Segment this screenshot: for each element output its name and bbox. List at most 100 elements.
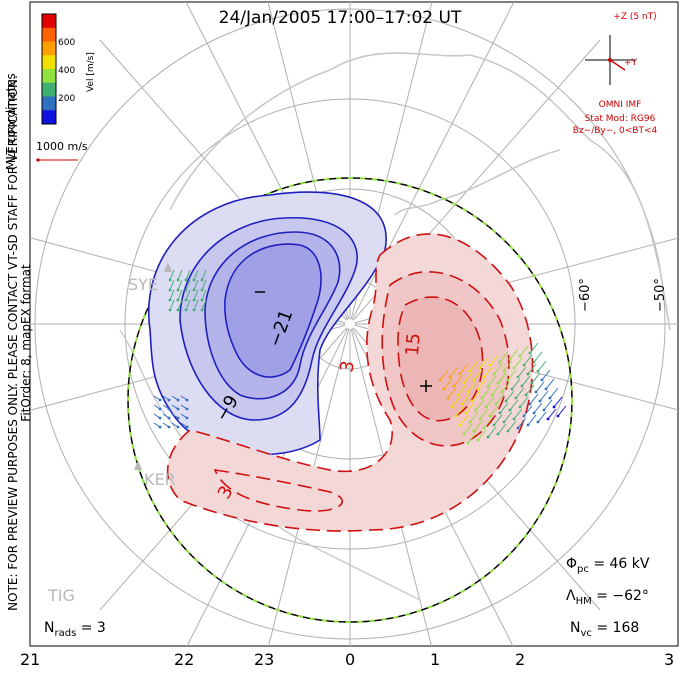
velocity-vector-origin — [176, 416, 180, 420]
velocity-vector — [177, 279, 183, 291]
mlt-tick-22: 22 — [174, 650, 195, 669]
velocity-vector — [523, 405, 533, 417]
colorbar — [41, 13, 57, 125]
velocity-vector — [201, 269, 207, 281]
velocity-vector-origin — [185, 416, 189, 420]
velocity-vector — [539, 390, 549, 402]
velocity-vector — [493, 414, 503, 426]
velocity-vector — [487, 375, 497, 387]
velocity-vector-origin — [512, 417, 516, 421]
velocity-vector — [501, 381, 511, 393]
station-tig: TIG — [48, 586, 75, 605]
velocity-vector — [531, 372, 541, 384]
imf-y-label: +Y — [624, 58, 638, 68]
velocity-vector — [169, 299, 175, 311]
velocity-vector — [479, 357, 489, 369]
velocity-vector — [527, 414, 537, 426]
nvc-value: = 168 — [591, 620, 640, 636]
velocity-vector — [537, 411, 547, 423]
velocity-vector — [523, 354, 533, 366]
velocity-vector — [201, 299, 207, 311]
velocity-vector-origin — [508, 357, 512, 361]
velocity-vector — [549, 387, 559, 399]
velocity-vector-origin — [542, 408, 546, 412]
mlt-tick-1: 1 — [430, 650, 441, 669]
velocity-vector-origin — [176, 278, 180, 282]
velocity-vector-origin — [176, 298, 180, 302]
velocity-vector-origin — [518, 405, 522, 409]
velocity-vector-origin — [466, 441, 470, 445]
velocity-vector — [467, 432, 477, 444]
velocity-vector-origin — [482, 375, 486, 379]
velocity-vector-origin — [536, 420, 540, 424]
velocity-vector-origin — [176, 308, 180, 312]
velocity-vector — [499, 402, 509, 414]
velocity-vector-origin — [176, 398, 180, 402]
velocity-vector-origin — [500, 390, 504, 394]
velocity-vector-origin — [534, 390, 538, 394]
velocity-vector-origin — [472, 429, 476, 433]
velocity-vector-origin — [472, 378, 476, 382]
velocity-vector-origin — [490, 393, 494, 397]
lat-label-50: −50° — [653, 278, 668, 312]
velocity-vector-origin — [168, 308, 172, 312]
velocity-vector-origin — [200, 308, 204, 312]
phi-subscript: pc — [577, 563, 589, 575]
velocity-vector-origin — [486, 435, 490, 439]
colorbar-segment — [42, 55, 56, 70]
velocity-vector-origin — [522, 414, 526, 418]
colorbar-outline — [41, 13, 57, 125]
velocity-vector-origin — [512, 366, 516, 370]
velocity-vector — [491, 384, 501, 396]
velocity-vector — [177, 269, 183, 281]
velocity-vector — [461, 393, 471, 405]
colorbar-segment — [42, 41, 56, 56]
velocity-vector — [477, 378, 487, 390]
velocity-vector-origin — [167, 416, 171, 420]
velocity-vector — [489, 354, 499, 366]
velocity-vector-origin — [496, 381, 500, 385]
velocity-vector — [541, 369, 551, 381]
velocity-vector — [497, 372, 507, 384]
velocity-vector — [525, 384, 535, 396]
velocity-vector-origin — [502, 420, 506, 424]
velocity-vector — [169, 269, 175, 281]
velocity-vector — [497, 423, 507, 435]
velocity-vector-origin — [526, 372, 530, 376]
velocity-vector-origin — [488, 363, 492, 367]
velocity-vector — [509, 399, 519, 411]
lambda-value: = −62° — [591, 588, 649, 604]
velocity-vector-origin — [167, 407, 171, 411]
velocity-vector — [535, 381, 545, 393]
colorbar-segment — [42, 82, 56, 97]
velocity-vector — [465, 402, 475, 414]
mlt-tick-0: 0 — [345, 650, 356, 669]
colorbar-segment — [42, 27, 56, 42]
velocity-vector-origin — [464, 411, 468, 415]
velocity-vector-origin — [442, 387, 446, 391]
velocity-vector-origin — [158, 425, 162, 429]
lambda-symbol: Λ — [566, 588, 576, 604]
velocity-vector-origin — [185, 398, 189, 402]
phi-symbol: Φ — [566, 556, 578, 572]
velocity-vector — [503, 411, 513, 423]
coord-system: MLT coordinates — [4, 73, 18, 170]
velocity-vector — [527, 363, 537, 375]
mlt-tick-23: 23 — [254, 650, 275, 669]
velocity-vector-origin — [450, 405, 454, 409]
velocity-vector — [513, 357, 523, 369]
velocity-vector — [483, 417, 493, 429]
velocity-vector — [169, 279, 175, 291]
velocity-vector-origin — [496, 432, 500, 436]
velocity-vector-origin — [494, 402, 498, 406]
velocity-vector-origin — [458, 423, 462, 427]
velocity-vector — [469, 360, 479, 372]
velocity-vector-origin — [480, 396, 484, 400]
mlt-tick-2: 2 — [515, 650, 526, 669]
velocity-vector-origin — [510, 387, 514, 391]
velocity-vector-origin — [192, 308, 196, 312]
imf-source: OMNI IMF — [598, 100, 642, 110]
velocity-vector — [467, 381, 477, 393]
velocity-vector-origin — [466, 390, 470, 394]
